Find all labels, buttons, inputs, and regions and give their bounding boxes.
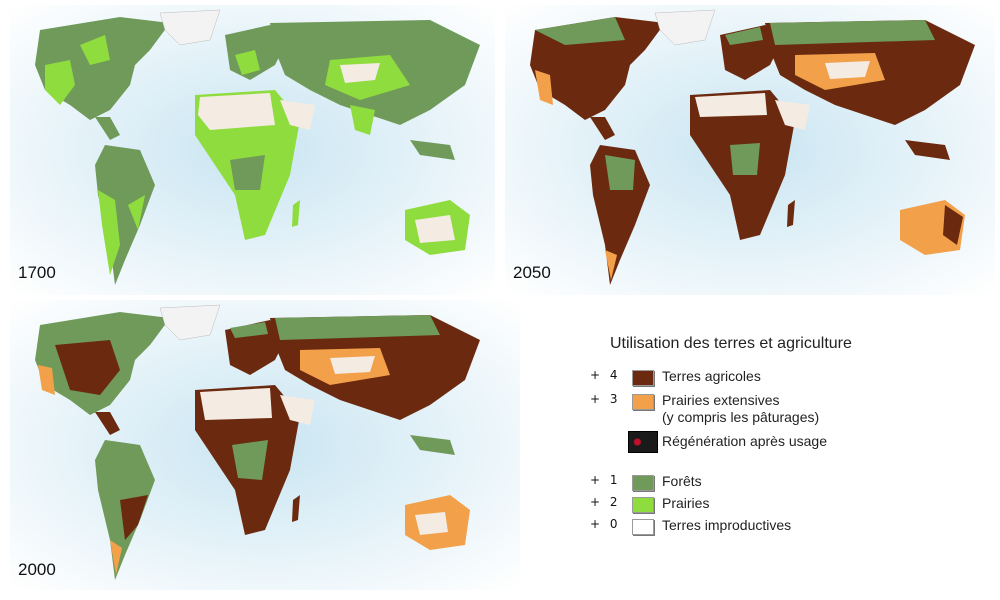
map-2000: 2000	[10, 300, 520, 590]
handwritten-mark: + 1	[590, 473, 621, 487]
year-label: 1700	[18, 263, 56, 282]
legend-item-grasslands: + 2 Prairies	[590, 495, 980, 515]
legend-label: Prairies extensives	[662, 392, 780, 408]
year-label: 2050	[513, 263, 551, 282]
legend-title: Utilisation des terres et agriculture	[610, 335, 852, 352]
legend-label: Forêts	[662, 473, 702, 489]
handwritten-mark: + 2	[590, 495, 621, 509]
legend-label: Terres agricoles	[662, 368, 761, 384]
legend: Utilisation des terres et agriculture + …	[590, 330, 990, 580]
south-america	[95, 145, 155, 285]
greenland	[159, 304, 221, 341]
legend-item-regeneration: Régénération après usage	[590, 431, 980, 453]
handwritten-mark: + 4	[590, 368, 621, 382]
legend-label: Régénération après usage	[662, 433, 828, 449]
handwritten-mark: + 0	[590, 517, 621, 531]
south-america	[590, 145, 650, 285]
greenland	[159, 9, 221, 46]
forest-swatch	[632, 475, 654, 491]
barren-swatch	[632, 519, 654, 535]
map-2050: 2050	[505, 5, 995, 295]
year-label: 2000	[18, 560, 56, 579]
world-map-1700	[10, 5, 495, 295]
legend-sublabel: (y compris les pâturages)	[662, 409, 820, 425]
world-map-2000	[10, 300, 520, 590]
map-1700: 1700	[10, 5, 495, 295]
legend-item-forests: + 1 Forêts	[590, 473, 980, 493]
north-america	[35, 17, 170, 120]
pasture-swatch	[632, 394, 654, 410]
world-map-2050	[505, 5, 995, 295]
legend-label: Terres improductives	[662, 517, 792, 533]
legend-item-cropland: + 4 Terres agricoles	[590, 368, 980, 388]
legend-item-barren: + 0 Terres improductives	[590, 517, 980, 537]
grassland-swatch	[632, 497, 654, 513]
handwritten-mark: + 3	[590, 392, 621, 406]
cropland-swatch	[632, 370, 654, 386]
legend-item-extensive-pasture: + 3 Prairies extensives (y compris les p…	[590, 392, 980, 428]
greenland	[654, 9, 716, 46]
legend-label: Prairies	[662, 495, 710, 511]
regeneration-swatch	[628, 431, 658, 453]
